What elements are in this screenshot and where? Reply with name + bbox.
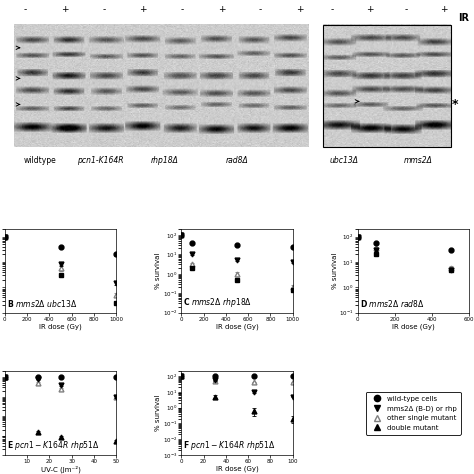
Text: -: - [102,5,106,14]
X-axis label: IR dose (Gy): IR dose (Gy) [216,323,258,330]
Text: -: - [405,5,408,14]
Text: +: + [218,5,225,14]
Text: -: - [181,5,184,14]
Text: +: + [440,5,447,14]
Text: *: * [452,98,458,111]
Text: +: + [139,5,147,14]
Bar [323,25,451,147]
X-axis label: UV-C (Jm⁻²): UV-C (Jm⁻²) [41,465,81,473]
Y-axis label: % survival: % survival [155,395,161,431]
Text: +: + [61,5,69,14]
Text: $\mathbf{C}$$\mathit{\ mms2\Delta \ rhp18\Delta }$: $\mathbf{C}$$\mathit{\ mms2\Delta \ rhp1… [183,296,253,310]
Text: rhp18Δ: rhp18Δ [151,156,179,165]
Text: IR: IR [457,12,469,23]
Y-axis label: % survival: % survival [332,253,337,289]
Text: +: + [296,5,303,14]
Text: -: - [259,5,262,14]
Legend: wild-type cells, mms2Δ (B-D) or rhp, other single mutant, double mutant: wild-type cells, mms2Δ (B-D) or rhp, oth… [366,392,461,435]
Text: $\mathbf{F}$$\mathit{\ pcn1-K164R\ rhp51\Delta }$: $\mathbf{F}$$\mathit{\ pcn1-K164R\ rhp51… [183,439,276,452]
Text: $\mathbf{E}$$\mathit{\ pcn1-K164R\ rhp51\Delta }$: $\mathbf{E}$$\mathit{\ pcn1-K164R\ rhp51… [7,439,100,452]
Text: ubc13Δ: ubc13Δ [329,156,358,165]
Text: mms2Δ: mms2Δ [404,156,433,165]
Text: +: + [365,5,373,14]
X-axis label: IR dose (Gy): IR dose (Gy) [216,465,258,472]
Y-axis label: % survival: % survival [155,253,161,289]
X-axis label: IR dose (Gy): IR dose (Gy) [392,323,435,330]
Text: $\mathbf{D}$$\mathit{\ mms2\Delta \ rad8\Delta }$: $\mathbf{D}$$\mathit{\ mms2\Delta \ rad8… [360,298,425,310]
Text: -: - [330,5,334,14]
X-axis label: IR dose (Gy): IR dose (Gy) [39,323,82,330]
Text: wildtype: wildtype [23,156,56,165]
Text: pcn1-K164R: pcn1-K164R [77,156,123,165]
Text: $\mathbf{B}$$\mathit{\ mms2\Delta \ ubc13\Delta }$: $\mathbf{B}$$\mathit{\ mms2\Delta \ ubc1… [7,298,77,310]
Text: -: - [24,5,27,14]
Text: rad8Δ: rad8Δ [226,156,248,165]
